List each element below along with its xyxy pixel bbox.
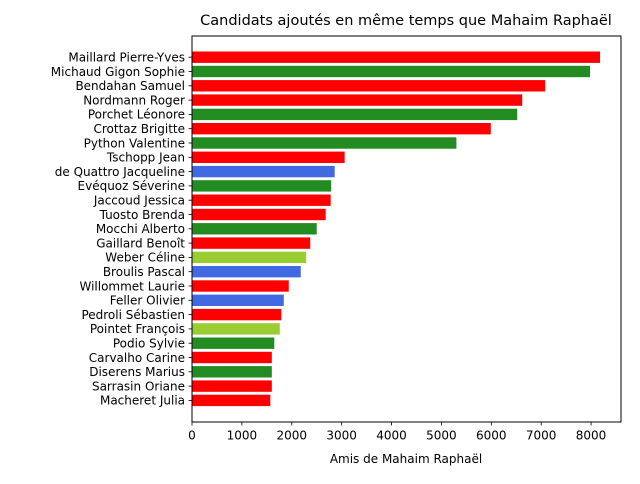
- bar: [192, 194, 331, 206]
- chart-title: Candidats ajoutés en même temps que Maha…: [200, 13, 612, 29]
- y-tick-label: Pointet François: [90, 322, 185, 336]
- bar: [192, 137, 457, 149]
- bar: [192, 394, 271, 407]
- y-tick-label: Evéquoz Séverine: [78, 179, 185, 193]
- bar: [192, 280, 289, 292]
- y-tick-label: Sarrasin Oriane: [92, 379, 185, 393]
- bar: [192, 380, 272, 392]
- x-tick-label: 4000: [376, 429, 407, 443]
- bar: [192, 294, 284, 306]
- x-tick-label: 3000: [326, 429, 357, 443]
- bar: [192, 366, 272, 378]
- bars-layer: [192, 51, 601, 407]
- bar: [192, 208, 326, 221]
- x-tick-label: 8000: [576, 429, 607, 443]
- y-tick-label: Weber Céline: [105, 251, 185, 265]
- bar: [192, 308, 282, 321]
- y-tick-label: Pedroli Sébastien: [81, 308, 185, 322]
- x-tick-label: 1000: [227, 429, 258, 443]
- bar: [192, 323, 280, 335]
- y-tick-label: Gaillard Benoît: [96, 236, 185, 250]
- x-tick-label: 2000: [276, 429, 307, 443]
- bar: [192, 237, 311, 249]
- x-tick-label: 6000: [476, 429, 507, 443]
- x-tick-label: 7000: [526, 429, 557, 443]
- bar: [192, 108, 518, 121]
- bar: [192, 337, 275, 349]
- y-tick-label: Tschopp Jean: [106, 151, 185, 165]
- y-tick-label: Macheret Julia: [100, 394, 185, 408]
- x-tick-label: 0: [188, 429, 196, 443]
- x-tick-label: 5000: [426, 429, 457, 443]
- y-tick-label: Broulis Pascal: [103, 265, 185, 279]
- y-tick-label: Porchet Léonore: [88, 108, 185, 122]
- bar: [192, 251, 307, 264]
- y-tick-label: Bendahan Samuel: [75, 79, 185, 93]
- bar: [192, 123, 491, 135]
- y-tick-label: Tuosto Brenda: [99, 208, 185, 222]
- y-tick-label: de Quattro Jacqueline: [55, 165, 185, 179]
- x-axis-ticks: 0 1000 2000 3000 4000 5000 6000 7000 8000: [188, 422, 606, 443]
- bar: [192, 65, 591, 78]
- bar: [192, 51, 601, 63]
- bar: [192, 180, 332, 192]
- bar: [192, 351, 272, 364]
- y-tick-label: Crottaz Brigitte: [93, 122, 185, 136]
- y-tick-label: Mocchi Alberto: [96, 222, 185, 236]
- y-tick-label: Podio Sylvie: [113, 337, 185, 351]
- bar: [192, 223, 317, 235]
- y-tick-label: Python Valentine: [84, 136, 185, 150]
- x-axis-label: Amis de Mahaim Raphaël: [330, 452, 482, 466]
- y-tick-label: Diserens Marius: [89, 365, 185, 379]
- bar: [192, 266, 301, 278]
- y-tick-label: Carvalho Carine: [89, 351, 185, 365]
- y-tick-label: Nordmann Roger: [83, 93, 185, 107]
- bar: [192, 165, 335, 178]
- y-tick-label: Maillard Pierre-Yves: [68, 51, 185, 65]
- bar: [192, 151, 345, 163]
- y-tick-label: Michaud Gigon Sophie: [51, 65, 185, 79]
- bar: [192, 80, 546, 92]
- plot-frame: [191, 35, 622, 423]
- y-tick-label: Feller Olivier: [110, 294, 185, 308]
- y-tick-label: Willommet Laurie: [79, 279, 185, 293]
- y-tick-label: Jaccoud Jessica: [93, 194, 185, 208]
- bar: [192, 94, 523, 106]
